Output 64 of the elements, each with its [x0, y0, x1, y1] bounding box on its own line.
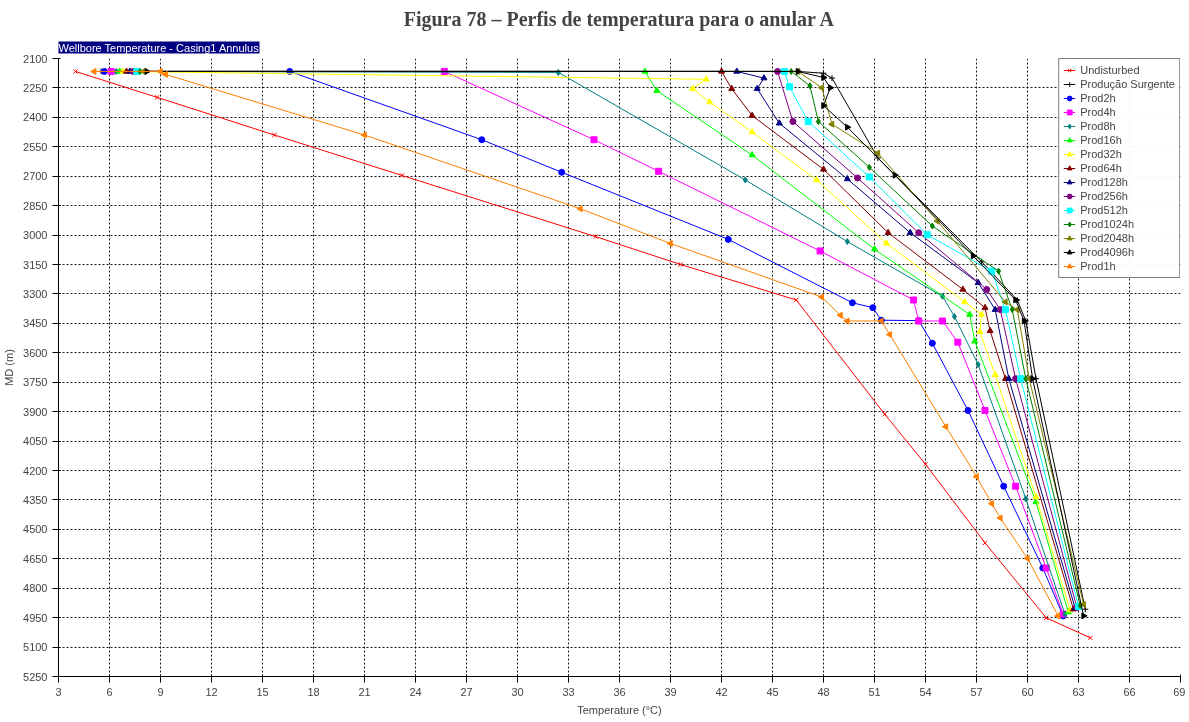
x-tick-label: 15 — [256, 685, 269, 698]
legend-label: Prod4096h — [1080, 246, 1135, 258]
x-tick-label: 3 — [55, 685, 62, 698]
x-tick-label: 24 — [409, 685, 422, 698]
legend-label: Prod256h — [1080, 190, 1128, 202]
y-tick-label: 4950 — [23, 611, 48, 624]
legend-label: Prod2048h — [1080, 232, 1135, 244]
y-tick-label: 3000 — [23, 229, 48, 242]
x-tick-label: 51 — [868, 685, 881, 698]
legend-label: Prod32h — [1080, 148, 1122, 160]
x-tick-label: 66 — [1123, 685, 1136, 698]
x-tick-label: 48 — [817, 685, 830, 698]
legend-label: Prod4h — [1080, 106, 1116, 118]
y-tick-label: 3150 — [23, 258, 48, 271]
x-tick-label: 18 — [307, 685, 320, 698]
legend-label: Prod1024h — [1080, 218, 1135, 230]
x-tick-label: 45 — [766, 685, 779, 698]
x-tick-label: 63 — [1072, 685, 1085, 698]
x-tick-label: 9 — [157, 685, 164, 698]
legend-label: Prod1h — [1080, 260, 1116, 272]
y-tick-label: 4650 — [23, 552, 48, 565]
y-tick-label: 3900 — [23, 405, 48, 418]
x-tick-label: 12 — [205, 685, 218, 698]
x-tick-label: 36 — [613, 685, 626, 698]
x-tick-label: 30 — [511, 685, 524, 698]
legend-label: Prod512h — [1080, 204, 1128, 216]
y-tick-label: 4050 — [23, 435, 48, 448]
x-tick-label: 39 — [664, 685, 677, 698]
y-tick-label: 3600 — [23, 346, 48, 359]
x-tick-label: 42 — [715, 685, 728, 698]
legend-label: Undisturbed — [1080, 64, 1140, 76]
y-tick-label: 5100 — [23, 641, 48, 654]
y-tick-label: 4350 — [23, 493, 48, 506]
legend-label: Prod16h — [1080, 134, 1122, 146]
legend-label: Produção Surgente — [1080, 78, 1175, 90]
x-tick-label: 69 — [1173, 685, 1186, 698]
x-tick-label: 33 — [562, 685, 575, 698]
y-axis-title: MD (m) — [3, 349, 16, 386]
x-tick-label: 60 — [1021, 685, 1034, 698]
y-tick-label: 4200 — [23, 464, 48, 477]
x-tick-label: 54 — [919, 685, 932, 698]
y-tick-label: 3450 — [23, 317, 48, 330]
y-tick-label: 5250 — [23, 670, 48, 683]
legend-label: Prod8h — [1080, 120, 1116, 132]
y-tick-label: 3300 — [23, 287, 48, 300]
y-tick-label: 2850 — [23, 199, 48, 212]
x-tick-label: 6 — [106, 685, 113, 698]
x-axis-title: Temperature (°C) — [577, 703, 662, 716]
y-tick-label: 4800 — [23, 582, 48, 595]
y-tick-label: 2700 — [23, 170, 48, 183]
legend-label: Prod2h — [1080, 92, 1116, 104]
x-tick-label: 57 — [970, 685, 983, 698]
chart-subtitle: Wellbore Temperature - Casing1 Annulus — [58, 41, 260, 54]
y-tick-label: 2400 — [23, 111, 48, 124]
y-tick-label: 4500 — [23, 523, 48, 536]
y-tick-label: 2550 — [23, 140, 48, 153]
legend-label: Prod128h — [1080, 176, 1128, 188]
y-tick-label: 3750 — [23, 376, 48, 389]
chart-title: Figura 78 – Perfis de temperatura para o anular A — [403, 7, 835, 31]
y-tick-label: 2250 — [23, 81, 48, 94]
legend-label: Prod64h — [1080, 162, 1122, 174]
x-tick-label: 21 — [358, 685, 371, 698]
x-tick-label: 27 — [460, 685, 473, 698]
y-tick-label: 2100 — [23, 52, 48, 65]
